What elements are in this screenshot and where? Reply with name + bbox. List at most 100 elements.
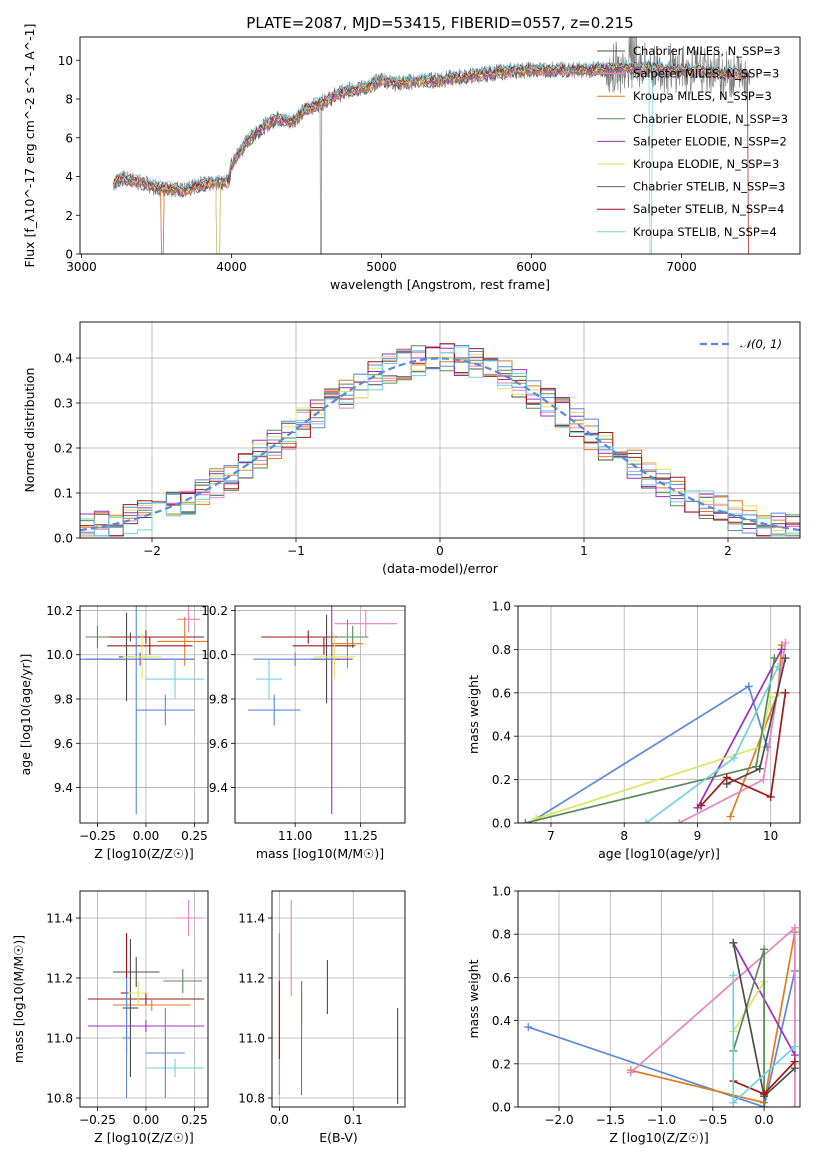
y-axis-label: age [log10(age/yr)] [18, 654, 33, 776]
x-axis-label: E(B-V) [319, 1130, 358, 1145]
y-tick-label: 11.2 [238, 972, 265, 986]
x-tick-label: 0.1 [344, 1113, 363, 1127]
x-tick-label: 6000 [516, 260, 547, 274]
x-tick-label: 0.0 [270, 1113, 289, 1127]
x-tick-label: 5000 [366, 260, 397, 274]
x-tick-label: −2 [143, 544, 161, 558]
axes-frame [79, 321, 801, 539]
x-axis-label: Z [log10(Z/Z☉)] [609, 1130, 709, 1145]
plot-area [521, 638, 790, 823]
gaussian-reference-curve [80, 357, 800, 532]
axes-frame [79, 890, 209, 1108]
y-tick-label: 2 [65, 209, 73, 223]
x-tick-label: 7000 [666, 260, 697, 274]
y-tick-label: 9.8 [54, 693, 73, 707]
y-tick-label: 9.6 [54, 737, 73, 751]
y-tick-label: 0 [65, 248, 73, 262]
legend-entry: Chabrier STELIB, N_SSP=3 [633, 180, 785, 194]
x-tick-label: −2.0 [544, 1113, 573, 1127]
grid-lines [272, 891, 405, 1107]
x-tick-label: 8 [620, 829, 628, 843]
y-tick-label: 0.4 [54, 352, 73, 366]
mass-weight-marker [729, 1098, 738, 1107]
x-tick-label: 0.0 [755, 1113, 774, 1127]
x-tick-label: −0.5 [698, 1113, 727, 1127]
y-tick-label: 0.0 [492, 1101, 511, 1115]
x-axis-label: Z [log10(Z/Z☉)] [94, 1130, 194, 1145]
x-tick-label: 0.25 [181, 1113, 208, 1127]
residual-histogram-salpeter-stelib [80, 343, 800, 537]
residual-histogram-kroupa-stelib [80, 346, 800, 537]
x-axis-label: (data-model)/error [382, 561, 499, 576]
plot-area [80, 606, 208, 815]
x-tick-label: 0.00 [133, 1113, 160, 1127]
y-axis-label: Flux [f_λ10^-17 erg cm^-2 s^-1 A^-1] [22, 24, 37, 268]
y-tick-label: 1.0 [492, 600, 511, 614]
axes-frame [271, 890, 406, 1108]
mass-vs-metallicity-axes: −0.25 0.00 0.25 10.8 11.0 11.2 11.4 Z [log10(Z/… [11, 890, 209, 1145]
mass-weight-marker [781, 654, 790, 663]
y-tick-label: 0.6 [492, 686, 511, 700]
y-tick-label: 11.2 [46, 972, 73, 986]
y-axis-label: mass weight [466, 959, 481, 1038]
plot-area [248, 606, 398, 815]
y-tick-label: 9.4 [209, 781, 228, 795]
y-tick-label: 10.2 [201, 604, 228, 618]
legend-entry: Kroupa MILES, N_SSP=3 [633, 89, 772, 103]
y-tick-label: 11.0 [46, 1032, 73, 1046]
mass-weight-marker [760, 945, 769, 954]
mass-vs-reddening-axes: 0.0 0.1 10.8 11.0 11.2 11.4 E(B-V) [238, 890, 406, 1145]
x-tick-label: 10 [763, 829, 778, 843]
mass-weight-marker [722, 773, 731, 782]
y-tick-label: 0.2 [54, 442, 73, 456]
mass-weight-marker [642, 819, 651, 823]
age-vs-mass-axes: 11.00 11.25 9.4 9.6 9.8 10.0 10.2 mass [log10(M… [201, 604, 406, 861]
y-tick-label: 0.6 [492, 971, 511, 985]
legend-entry: 𝒩(0, 1) [740, 337, 782, 351]
x-tick-label: 11.00 [278, 829, 312, 843]
plot-area [278, 900, 399, 1104]
x-axis-label: mass [log10(M/M☉)] [256, 846, 384, 861]
y-tick-label: 9.6 [209, 737, 228, 751]
mass-weight-marker [755, 764, 764, 773]
mass-weight-marker [521, 819, 530, 823]
y-tick-label: 9.4 [54, 781, 73, 795]
legend-entry: Salpeter STELIB, N_SSP=4 [633, 202, 784, 216]
weight-vs-age-axes: 7 8 9 10 0.0 0.2 0.4 0.6 0.8 1.0 age [log10(age/yr… [466, 600, 801, 861]
y-tick-label: 0.0 [54, 532, 73, 546]
y-tick-label: 0.4 [492, 730, 511, 744]
legend-entry: Salpeter MILES, N_SSP=3 [633, 67, 779, 81]
y-axis-label: mass weight [466, 675, 481, 754]
mass-weight-marker [730, 753, 739, 762]
y-tick-label: 1.0 [492, 885, 511, 899]
axes-frame [234, 605, 406, 824]
mass-weight-series-line [700, 692, 787, 807]
mass-weight-marker [774, 662, 783, 671]
x-tick-label: −1.5 [596, 1113, 625, 1127]
mass-weight-marker [790, 1042, 799, 1051]
axes-frame [517, 605, 801, 824]
y-tick-label: 10.8 [46, 1092, 73, 1106]
x-tick-label: 7 [547, 829, 555, 843]
y-tick-label: 6 [65, 131, 73, 145]
residuals-axes: −2 −1 0 1 2 0.0 0.1 0.2 0.3 0.4 (data-model)/error… [22, 321, 801, 576]
y-tick-label: 4 [65, 170, 73, 184]
y-tick-label: 0.2 [492, 773, 511, 787]
y-tick-label: 0.2 [492, 1057, 511, 1071]
legend-entry: Chabrier MILES, N_SSP=3 [633, 44, 780, 58]
grid-lines [518, 890, 800, 1108]
y-tick-label: 11.0 [238, 1032, 265, 1046]
grid-lines [235, 606, 405, 823]
x-tick-label: 0.25 [181, 829, 208, 843]
x-axis-label: wavelength [Angstrom, rest frame] [330, 277, 550, 292]
x-tick-label: −1 [287, 544, 305, 558]
plot-area [87, 900, 205, 1098]
x-tick-label: 3000 [66, 260, 97, 274]
legend-entry: Kroupa ELODIE, N_SSP=3 [633, 157, 779, 171]
y-axis-label: Normed distribution [22, 368, 37, 493]
x-tick-label: 1 [580, 544, 588, 558]
mass-weight-marker [790, 1057, 799, 1066]
plot-area [524, 923, 799, 1107]
mass-weight-marker [626, 1068, 635, 1077]
y-tick-label: 8 [65, 93, 73, 107]
